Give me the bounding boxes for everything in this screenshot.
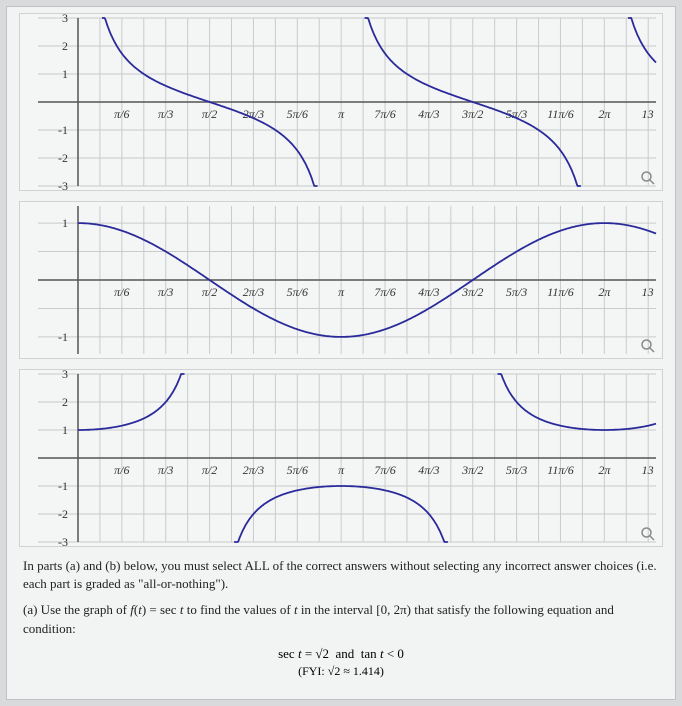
cos-svg: -1 1 π/6 π/3 π/2 2π/3 5π/6 π 7π/6 4π/3 3π/2 5π/3 11π…	[20, 202, 660, 358]
svg-text:π/6: π/6	[114, 285, 129, 299]
zoom-icon[interactable]	[640, 170, 656, 186]
svg-text:5π/6: 5π/6	[287, 285, 308, 299]
svg-text:π: π	[338, 463, 345, 477]
svg-text:2: 2	[62, 39, 68, 53]
svg-text:-3: -3	[58, 179, 68, 190]
part-a-prefix: (a) Use the graph of	[23, 602, 130, 617]
equation-sub: (FYI: √2 ≈ 1.414)	[19, 664, 663, 679]
zoom-icon[interactable]	[640, 526, 656, 542]
svg-text:π: π	[338, 285, 345, 299]
chart-cos: -1 1 π/6 π/3 π/2 2π/3 5π/6 π 7π/6 4π/3 3π/2 5π/3 11π…	[19, 201, 663, 359]
svg-text:7π/6: 7π/6	[374, 463, 395, 477]
svg-text:7π/6: 7π/6	[374, 107, 395, 121]
svg-text:π/2: π/2	[202, 285, 217, 299]
cot-svg: -3-2-1123π/6π/3π/22π/35π/6π7π/64π/33π/25…	[20, 14, 660, 190]
svg-text:π/3: π/3	[158, 107, 173, 121]
svg-text:7π/6: 7π/6	[374, 285, 395, 299]
svg-text:2π: 2π	[598, 285, 611, 299]
svg-text:1: 1	[62, 216, 68, 230]
instructions-text: In parts (a) and (b) below, you must sel…	[23, 557, 659, 593]
svg-text:4π/3: 4π/3	[418, 107, 439, 121]
svg-text:13: 13	[642, 107, 654, 121]
svg-text:π/2: π/2	[202, 107, 217, 121]
svg-text:3π/2: 3π/2	[461, 463, 483, 477]
svg-text:π: π	[338, 107, 345, 121]
svg-text:11π/6: 11π/6	[547, 463, 573, 477]
svg-text:13: 13	[642, 463, 654, 477]
svg-text:13: 13	[642, 285, 654, 299]
svg-text:π/3: π/3	[158, 463, 173, 477]
svg-text:2π/3: 2π/3	[243, 285, 264, 299]
equation-main: sec t = √2 and tan t < 0	[19, 646, 663, 662]
svg-text:-1: -1	[58, 330, 68, 344]
chart-sec: -3 -2 -1 1 2 3 π/6 π/3 π/2 2π/3 5π/6 π 7π/6 4π/3 3π/2 5…	[19, 369, 663, 547]
sec-svg: -3 -2 -1 1 2 3 π/6 π/3 π/2 2π/3 5π/6 π 7π/6 4π/3 3π/2 5…	[20, 370, 660, 546]
svg-text:11π/6: 11π/6	[547, 285, 573, 299]
svg-text:4π/3: 4π/3	[418, 463, 439, 477]
svg-text:5π/3: 5π/3	[506, 285, 527, 299]
part-a-suffix: to find the values of	[183, 602, 293, 617]
svg-text:-2: -2	[58, 151, 68, 165]
svg-text:2π: 2π	[598, 107, 611, 121]
svg-text:5π/3: 5π/3	[506, 463, 527, 477]
svg-text:3: 3	[62, 370, 68, 381]
svg-text:-3: -3	[58, 535, 68, 546]
svg-text:π/6: π/6	[114, 463, 129, 477]
svg-text:-2: -2	[58, 507, 68, 521]
svg-text:4π/3: 4π/3	[418, 285, 439, 299]
svg-text:5π/6: 5π/6	[287, 107, 308, 121]
svg-text:2: 2	[62, 395, 68, 409]
svg-text:2π: 2π	[598, 463, 611, 477]
svg-text:π/2: π/2	[202, 463, 217, 477]
svg-text:-1: -1	[58, 123, 68, 137]
svg-text:11π/6: 11π/6	[547, 107, 573, 121]
svg-text:3π/2: 3π/2	[461, 285, 483, 299]
svg-text:3: 3	[62, 14, 68, 25]
svg-text:3π/2: 3π/2	[461, 107, 483, 121]
chart-cot: -3-2-1123π/6π/3π/22π/35π/6π7π/64π/33π/25…	[19, 13, 663, 191]
zoom-icon[interactable]	[640, 338, 656, 354]
svg-text:2π/3: 2π/3	[243, 463, 264, 477]
svg-text:5π/6: 5π/6	[287, 463, 308, 477]
svg-text:π/6: π/6	[114, 107, 129, 121]
svg-text:1: 1	[62, 423, 68, 437]
svg-text:-1: -1	[58, 479, 68, 493]
svg-text:1: 1	[62, 67, 68, 81]
svg-text:π/3: π/3	[158, 285, 173, 299]
part-a-text: (a) Use the graph of f(t) = sec t to fin…	[23, 601, 659, 637]
page-panel: -3-2-1123π/6π/3π/22π/35π/6π7π/64π/33π/25…	[6, 6, 676, 700]
